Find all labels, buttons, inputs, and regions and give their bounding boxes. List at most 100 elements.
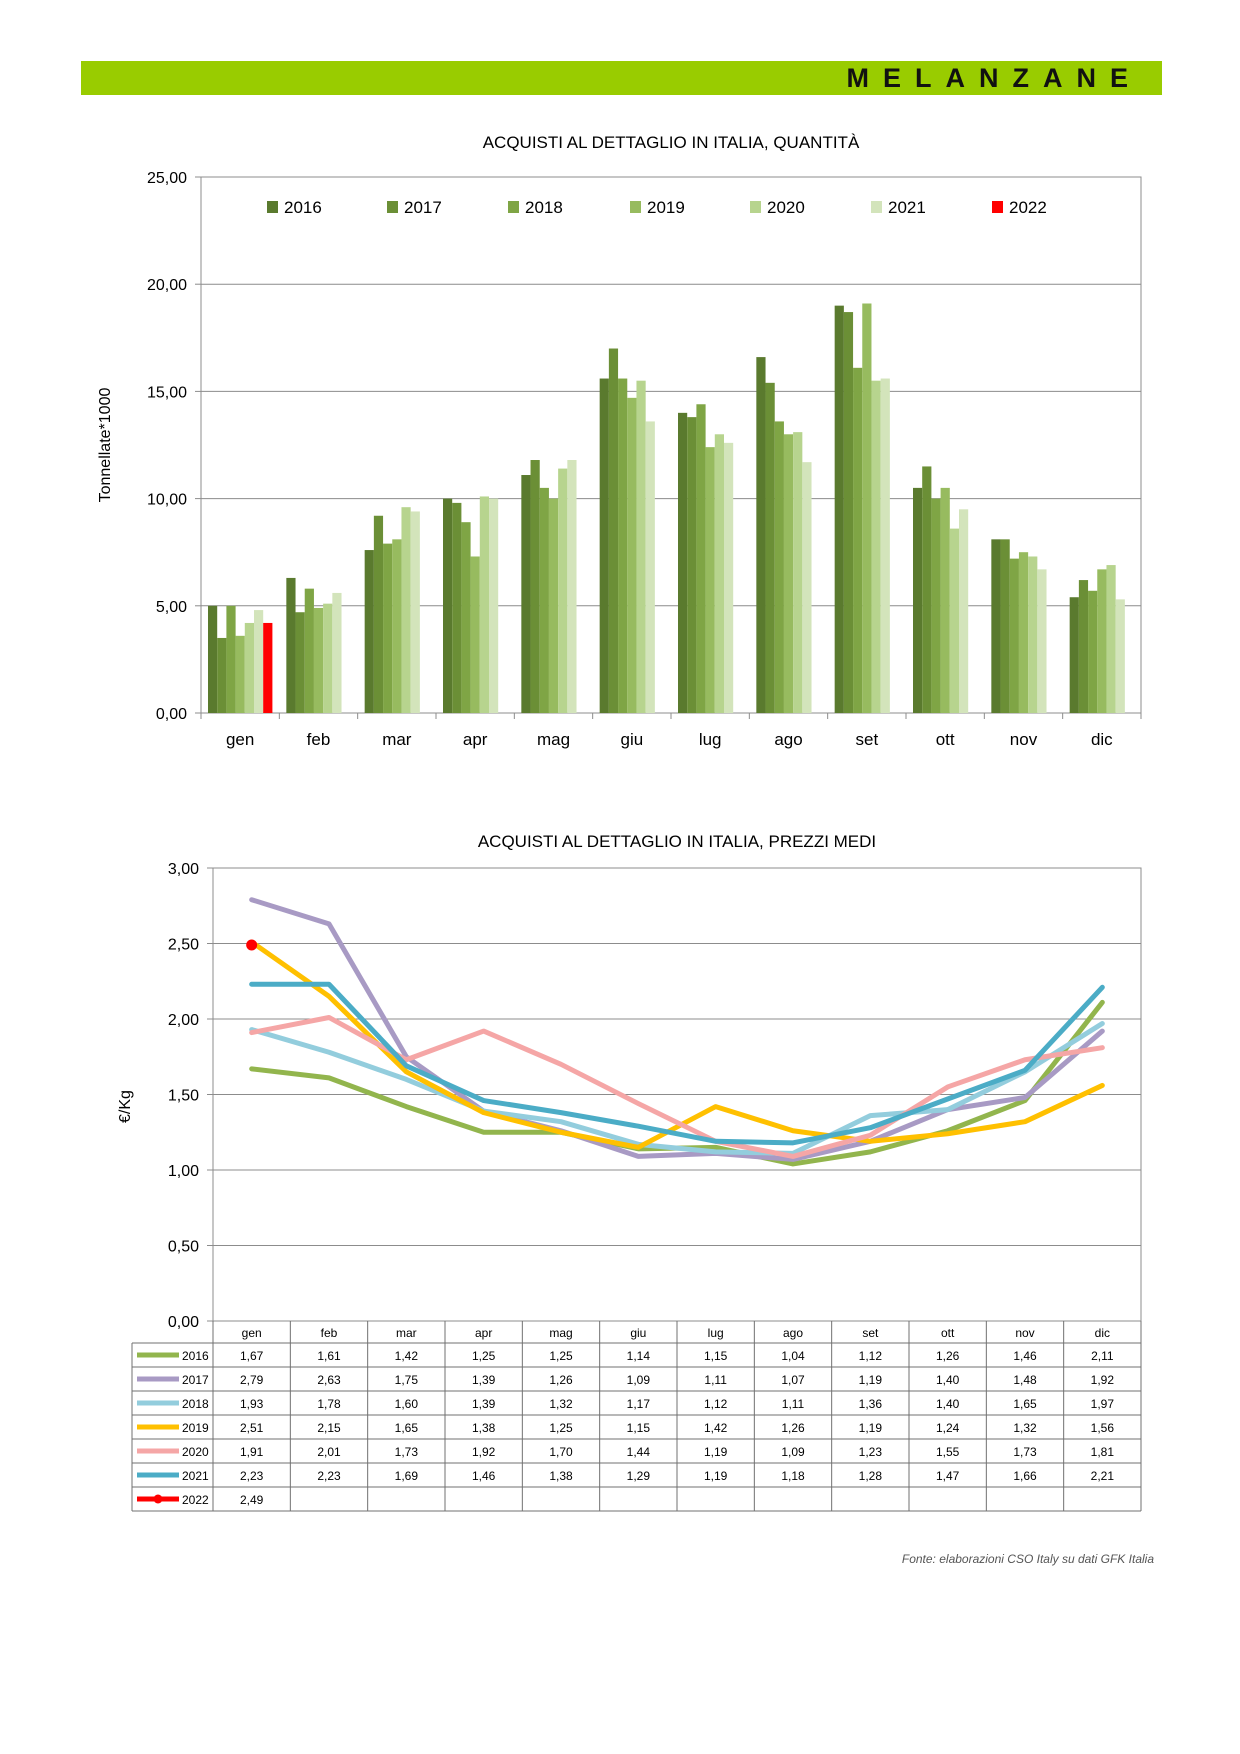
bar-2017-ott <box>922 466 932 713</box>
y-tick-label: 10,00 <box>147 492 187 509</box>
bar-2019-giu <box>627 397 637 713</box>
table-header-mag: mag <box>549 1326 572 1340</box>
bar-2020-mag <box>558 468 568 713</box>
table-cell-2018-ago: 1,11 <box>782 1397 805 1411</box>
table-cell-2016-dic: 2,11 <box>1091 1349 1114 1363</box>
legend-swatch-2018 <box>508 201 519 213</box>
bar-2019-nov <box>1018 552 1029 713</box>
bar-2021-dic <box>1115 599 1125 713</box>
table-legend-label-2020: 2020 <box>182 1445 209 1459</box>
table-cell-2021-lug: 1,19 <box>704 1469 728 1483</box>
table-cell-2018-mag: 1,32 <box>549 1397 573 1411</box>
table-cell-2020-lug: 1,19 <box>704 1445 728 1459</box>
bar-2018-mag <box>539 487 549 713</box>
y-tick-label: 3,00 <box>168 861 199 878</box>
bar-2019-feb <box>313 607 324 713</box>
line-series-2018 <box>249 1021 1105 1156</box>
table-cell-2019-nov: 1,32 <box>1013 1421 1037 1435</box>
table-cell-2021-feb: 2,23 <box>317 1469 341 1483</box>
table-legend-label-2018: 2018 <box>182 1397 209 1411</box>
table-cell-2018-giu: 1,17 <box>627 1397 651 1411</box>
line-series-2021 <box>249 981 1105 1146</box>
legend-label-2018: 2018 <box>525 198 563 217</box>
table-header-mar: mar <box>396 1326 417 1340</box>
y-tick-label: 1,50 <box>168 1088 199 1105</box>
bar-2018-lug <box>696 404 706 713</box>
x-tick-label: set <box>855 730 878 749</box>
bar-2018-apr <box>461 522 471 713</box>
bar-2016-ago <box>756 357 766 713</box>
source-note: Fonte: elaborazioni CSO Italy su dati GF… <box>901 1552 1154 1566</box>
bar-2018-mar <box>383 543 393 713</box>
table-cell-2019-mag: 1,25 <box>549 1421 573 1435</box>
y-tick-label: 25,00 <box>147 170 187 187</box>
bar-2017-mag <box>530 460 540 713</box>
bar-2017-feb <box>295 612 305 713</box>
table-cell-2018-apr: 1,39 <box>472 1397 496 1411</box>
bar-2017-set <box>843 312 854 713</box>
bar-2016-mar <box>364 550 374 713</box>
y-tick-label: 20,00 <box>147 277 187 294</box>
bar-2020-ago <box>793 432 803 713</box>
legend-label-2021: 2021 <box>888 198 926 217</box>
bar-2020-set <box>871 380 881 713</box>
bar-2021-mag <box>567 460 577 713</box>
x-tick-label: giu <box>620 730 643 749</box>
table-header-feb: feb <box>321 1326 338 1340</box>
table-cell-2016-lug: 1,15 <box>704 1349 728 1363</box>
table-cell-2017-gen: 2,79 <box>240 1373 264 1387</box>
bar-2016-feb <box>286 577 296 713</box>
table-cell-2021-nov: 1,66 <box>1013 1469 1037 1483</box>
bar-2018-ago <box>774 421 784 713</box>
bar-2017-dic <box>1078 580 1089 713</box>
table-cell-2019-dic: 1,56 <box>1091 1421 1115 1435</box>
bar-2018-set <box>853 367 863 713</box>
table-header-ago: ago <box>783 1326 803 1340</box>
x-tick-label: ott <box>936 730 955 749</box>
bar-2021-set <box>880 378 890 713</box>
y-tick-label: 0,00 <box>156 706 187 723</box>
table-legend-label-2022: 2022 <box>182 1493 209 1507</box>
table-legend-marker-2022 <box>153 1494 163 1504</box>
bar-2019-mar <box>392 539 402 713</box>
table-cell-2021-gen: 2,23 <box>240 1469 264 1483</box>
table-cell-2018-set: 1,36 <box>859 1397 883 1411</box>
table-cell-2018-mar: 1,60 <box>395 1397 419 1411</box>
table-cell-2019-ago: 1,26 <box>781 1421 805 1435</box>
legend-label-2022: 2022 <box>1009 198 1047 217</box>
table-cell-2018-dic: 1,97 <box>1091 1397 1115 1411</box>
bar-2020-lug <box>714 434 724 713</box>
bar-2016-dic <box>1069 597 1079 713</box>
bar-2020-mar <box>401 507 411 713</box>
bar-2016-mag <box>521 475 531 713</box>
table-cell-2016-set: 1,12 <box>859 1349 883 1363</box>
table-cell-2019-feb: 2,15 <box>317 1421 341 1435</box>
table-cell-2017-ott: 1,40 <box>936 1373 960 1387</box>
bar-2019-ago <box>783 434 794 713</box>
line-series-2016 <box>249 999 1105 1167</box>
table-cell-2018-lug: 1,12 <box>704 1397 728 1411</box>
y-tick-label: 15,00 <box>147 384 187 401</box>
bar-2016-giu <box>599 378 609 713</box>
table-cell-2020-mar: 1,73 <box>395 1445 419 1459</box>
table-cell-2018-feb: 1,78 <box>317 1397 341 1411</box>
line-series-2017 <box>249 897 1105 1162</box>
bar-2021-apr <box>489 498 499 713</box>
legend-label-2017: 2017 <box>404 198 442 217</box>
x-tick-label: mag <box>537 730 570 749</box>
table-cell-2021-set: 1,28 <box>859 1469 883 1483</box>
legend-label-2016: 2016 <box>284 198 322 217</box>
bar-2020-giu <box>636 380 646 713</box>
table-cell-2019-lug: 1,42 <box>704 1421 728 1435</box>
legend-swatch-2016 <box>267 201 278 213</box>
table-cell-2016-gen: 1,67 <box>240 1349 264 1363</box>
bar-2020-feb <box>323 603 333 713</box>
bar-2017-mar <box>373 515 384 713</box>
bar-2017-lug <box>687 417 697 713</box>
table-cell-2017-dic: 1,92 <box>1091 1373 1115 1387</box>
bar-2018-nov <box>1009 558 1019 713</box>
table-cell-2017-giu: 1,09 <box>627 1373 651 1387</box>
table-cell-2021-giu: 1,29 <box>627 1469 651 1483</box>
y-tick-label: 5,00 <box>156 599 187 616</box>
